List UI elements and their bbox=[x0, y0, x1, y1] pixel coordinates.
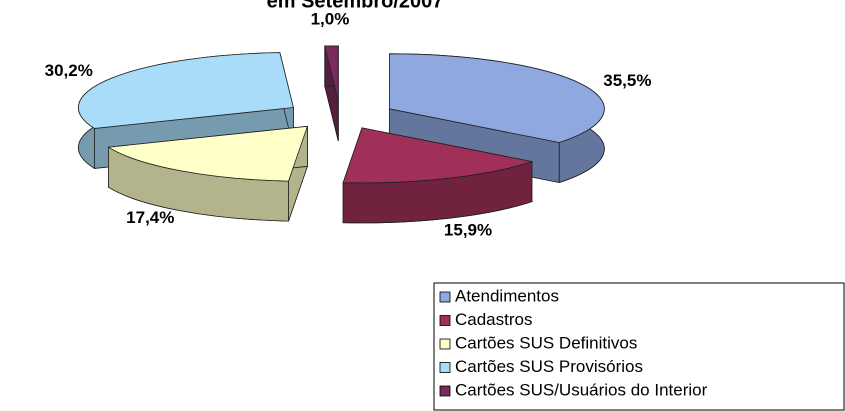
data-label: 17,4% bbox=[126, 208, 174, 227]
slice bbox=[107, 125, 308, 222]
chart-title: em Setembro/2007 bbox=[267, 0, 444, 12]
legend-swatch bbox=[439, 315, 451, 326]
slice bbox=[324, 45, 339, 142]
slice bbox=[342, 127, 534, 224]
slice-top bbox=[388, 53, 605, 143]
legend-swatch bbox=[439, 291, 451, 303]
slice-top bbox=[342, 127, 534, 184]
data-label: 35,5% bbox=[603, 71, 651, 90]
legend-swatch bbox=[439, 362, 451, 373]
legend-label: Atendimentos bbox=[455, 286, 559, 305]
legend-label: Cadastros bbox=[455, 310, 532, 329]
legend-label: Cartões SUS/Usuários do Interior bbox=[455, 380, 708, 399]
slice-top bbox=[107, 125, 308, 182]
slice-top bbox=[77, 52, 294, 129]
legend-box bbox=[433, 282, 845, 411]
data-label: 1,0% bbox=[311, 10, 350, 29]
legend-swatch bbox=[439, 385, 451, 397]
data-label: 15,9% bbox=[444, 220, 492, 239]
legend-label: Cartões SUS Definitivos bbox=[455, 333, 637, 352]
legend: Atendimentos Cadastros Cartões SUS Definit… bbox=[439, 286, 708, 399]
slice-top bbox=[324, 45, 339, 102]
legend-label: Cartões SUS Provisórios bbox=[455, 357, 643, 376]
legend-swatch bbox=[439, 338, 451, 350]
data-label: 30,2% bbox=[45, 61, 93, 80]
